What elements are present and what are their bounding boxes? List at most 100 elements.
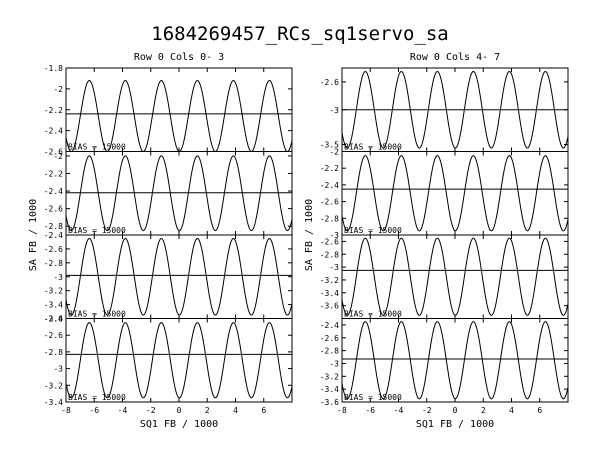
panels-root: Row 0 Cols 0- 3 SA FB / 1000 SQ1 FB / 1000… xyxy=(28,52,569,430)
panel-frame xyxy=(341,234,569,319)
y-tick-label: -2 xyxy=(53,85,63,94)
panel-frame xyxy=(341,151,569,236)
panel-0-0: -1.8 -2 -2.2 -2.4 -2.6 BIAS = 15000 xyxy=(44,64,293,157)
y-tick-label: -2.6 xyxy=(44,148,63,157)
y-tick-label: -2.4 xyxy=(320,181,339,190)
y-tick-label: -2.6 xyxy=(44,331,63,340)
y-tick-label: -3 xyxy=(53,273,63,282)
y-tick-label: -3.2 xyxy=(44,287,63,296)
column-title: Row 0 Cols 0- 3 xyxy=(134,52,224,63)
series-line xyxy=(66,237,292,316)
panel-1-1: -2 -2.2 -2.4 -2.6 -2.8 -3 BIAS = 15000 xyxy=(320,148,569,240)
x-tick-label: -2 xyxy=(146,406,156,415)
chart-column-1: Row 0 Cols 4- 7 SA FB / 1000 SQ1 FB / 1000… xyxy=(304,52,569,430)
y-tick-label: -3.4 xyxy=(44,398,63,407)
y-axis-label: SA FB / 1000 xyxy=(28,199,39,271)
x-tick-label: -4 xyxy=(394,406,404,415)
y-tick-label: -2 xyxy=(53,152,63,161)
series-line xyxy=(342,70,568,149)
y-tick-label: -2 xyxy=(329,148,339,157)
y-tick-label: -2.6 xyxy=(44,245,63,254)
y-tick-label: -3.6 xyxy=(320,398,339,407)
bias-label: BIAS = 15000 xyxy=(68,226,126,235)
x-axis-label: SQ1 FB / 1000 xyxy=(140,419,218,430)
x-tick-label: 2 xyxy=(205,406,210,415)
y-tick-label: -2.2 xyxy=(44,169,63,178)
y-tick-label: -2.8 xyxy=(320,250,339,259)
x-tick-label: 4 xyxy=(233,406,238,415)
y-tick-label: -3.2 xyxy=(320,372,339,381)
y-tick-label: -3 xyxy=(329,106,339,115)
y-tick-label: -2.4 xyxy=(44,187,63,196)
panel-0-2: -2.4 -2.6 -2.8 -3 -3.2 -3.4 -3.6 BIAS = 15000 xyxy=(44,231,293,324)
y-tick-label: -3.2 xyxy=(44,381,63,390)
x-tick-label: 0 xyxy=(177,406,182,415)
y-tick-label: -2.8 xyxy=(320,347,339,356)
x-tick-label: 6 xyxy=(537,406,542,415)
bias-label: BIAS = 15000 xyxy=(344,393,402,402)
y-tick-label: -3 xyxy=(329,231,339,240)
x-tick-label: 6 xyxy=(261,406,266,415)
x-tick-label: -6 xyxy=(365,406,375,415)
y-tick-label: -2.4 xyxy=(44,231,63,240)
y-tick-label: -3.4 xyxy=(320,289,339,298)
y-tick-label: -3.5 xyxy=(320,141,339,150)
y-tick-label: -2.6 xyxy=(320,237,339,246)
x-tick-label: -2 xyxy=(422,406,432,415)
chart-column-0: Row 0 Cols 0- 3 SA FB / 1000 SQ1 FB / 1000… xyxy=(28,52,293,430)
panel-1-3: -2.4 -2.6 -2.8 -3 -3.2 -3.4 -3.6-8 -6 -4 -2 0 2 4 6 BI… xyxy=(320,318,569,415)
bias-label: BIAS = 15000 xyxy=(68,310,126,319)
panel-1-2: -2.6 -2.8 -3 -3.2 -3.4 -3.6 BIAS = 15000 xyxy=(320,234,569,319)
panel-frame xyxy=(65,318,293,403)
y-tick-label: -3.4 xyxy=(44,301,63,310)
panel-frame xyxy=(65,67,293,152)
y-tick-label: -1.8 xyxy=(44,64,63,73)
panel-1-0: -2.6 -3 -3.5 BIAS = 15000 xyxy=(320,67,569,152)
y-tick-label: -2.2 xyxy=(44,106,63,115)
bias-label: BIAS = 15000 xyxy=(344,143,402,152)
series-line xyxy=(66,79,292,152)
panel-frame xyxy=(341,318,569,403)
x-tick-label: 0 xyxy=(453,406,458,415)
series-line xyxy=(342,155,568,232)
y-tick-label: -2.8 xyxy=(44,348,63,357)
series-line xyxy=(342,237,568,316)
y-tick-label: -2.6 xyxy=(320,198,339,207)
figure-title: 1684269457_RCs_sq1servo_sa xyxy=(151,23,448,45)
x-tick-label: -8 xyxy=(61,406,71,415)
x-tick-label: 2 xyxy=(481,406,486,415)
y-tick-label: -2.8 xyxy=(44,222,63,231)
bias-label: BIAS = 15000 xyxy=(344,310,402,319)
panel-frame xyxy=(65,234,293,319)
series-line xyxy=(66,155,292,232)
y-tick-label: -3 xyxy=(329,263,339,272)
series-line xyxy=(342,321,568,400)
y-tick-label: -2.4 xyxy=(44,315,63,324)
y-tick-label: -2.6 xyxy=(44,205,63,214)
x-tick-label: -4 xyxy=(118,406,128,415)
y-tick-label: -2.2 xyxy=(320,164,339,173)
y-tick-label: -2.4 xyxy=(44,127,63,136)
bias-label: BIAS = 15000 xyxy=(68,143,126,152)
y-tick-label: -3.2 xyxy=(320,276,339,285)
y-tick-label: -3 xyxy=(329,359,339,368)
panel-0-1: -2 -2.2 -2.4 -2.6 -2.8 BIAS = 15000 xyxy=(44,151,293,236)
y-tick-label: -3.4 xyxy=(320,385,339,394)
y-tick-label: -2.8 xyxy=(44,259,63,268)
column-title: Row 0 Cols 4- 7 xyxy=(410,52,500,63)
bias-label: BIAS = 15000 xyxy=(68,393,126,402)
y-axis-label: SA FB / 1000 xyxy=(304,199,315,271)
y-tick-label: -3.6 xyxy=(320,302,339,311)
x-tick-label: 4 xyxy=(509,406,514,415)
x-tick-label: -8 xyxy=(337,406,347,415)
y-tick-label: -2.6 xyxy=(320,78,339,87)
y-tick-label: -2.6 xyxy=(320,334,339,343)
panel-0-3: -2.4 -2.6 -2.8 -3 -3.2 -3.4-8 -6 -4 -2 0 2 4 6 BIAS =… xyxy=(44,315,293,415)
y-tick-label: -3 xyxy=(53,365,63,374)
y-tick-label: -3.6 xyxy=(44,315,63,324)
y-tick-label: -2.4 xyxy=(320,321,339,330)
x-axis-label: SQ1 FB / 1000 xyxy=(416,419,494,430)
y-tick-label: -2.8 xyxy=(320,214,339,223)
x-tick-label: -6 xyxy=(89,406,99,415)
